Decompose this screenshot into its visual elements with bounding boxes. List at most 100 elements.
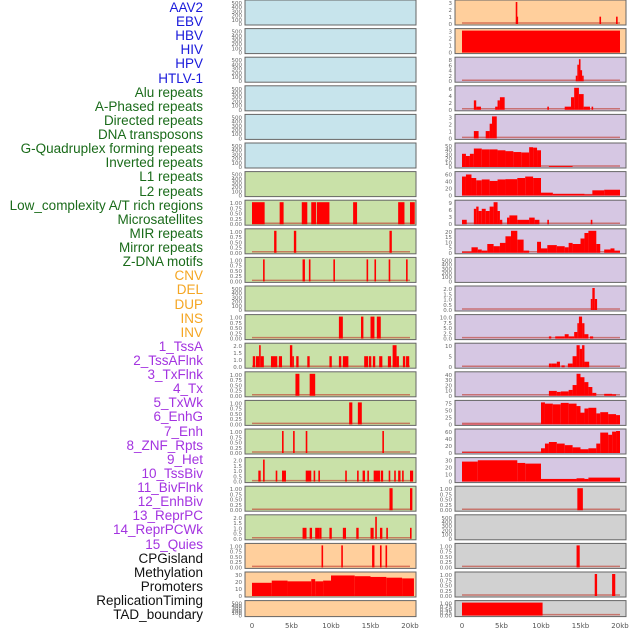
data-bar [473, 100, 477, 110]
data-bar [576, 373, 581, 396]
data-bar [588, 387, 593, 396]
data-bar [541, 192, 553, 196]
track-label: 5_TxWk [153, 395, 203, 411]
data-bar [489, 123, 493, 139]
data-bar [274, 230, 277, 253]
y-tick-label: 30 [445, 378, 452, 384]
right-panel [454, 542, 627, 569]
y-tick-label: 200 [442, 271, 453, 277]
track-label: 11_BivFlnk [137, 480, 203, 496]
data-bar [255, 356, 260, 368]
data-bar [487, 244, 494, 253]
data-bar [493, 246, 500, 253]
y-tick-label: 400 [442, 520, 453, 526]
y-tick-label: 0 [449, 165, 453, 171]
left-panel [244, 0, 417, 26]
data-bar [287, 581, 312, 596]
track-labels: AAV2 EBV HBV HIV HPV HTLV-1 Alu repeats A-Phase… [0, 0, 203, 630]
data-bar [386, 527, 388, 539]
data-bar [505, 236, 511, 253]
data-bar [465, 156, 470, 167]
y-tick-label: 1.0 [443, 298, 452, 304]
data-bar [525, 463, 541, 482]
data-bar [509, 215, 518, 225]
y-tick-label: 0 [449, 251, 453, 257]
data-bar [580, 412, 585, 425]
data-bar [578, 316, 583, 339]
data-bar [398, 202, 405, 225]
data-bar [357, 470, 359, 482]
track-label: AAV2 [169, 0, 203, 15]
y-tick-label: 500 [232, 173, 243, 179]
left-panel [244, 113, 417, 140]
data-bar [556, 391, 561, 396]
data-bar [476, 180, 482, 196]
data-bar [541, 402, 545, 425]
track-label: Microsatellites [117, 211, 203, 227]
y-tick-label: 100 [232, 189, 243, 195]
y-tick-label: 0 [449, 79, 453, 85]
y-tick-label: 0 [239, 308, 243, 314]
right-panel [454, 85, 627, 112]
y-tick-label: 0 [239, 614, 243, 620]
y-tick-label: 1.00 [440, 544, 453, 550]
data-bar [338, 356, 342, 368]
data-bar [576, 406, 581, 425]
data-bar [576, 545, 580, 568]
data-bar [370, 527, 374, 539]
y-tick-label: 0.50 [230, 326, 243, 332]
data-bar [319, 527, 322, 539]
data-bar [588, 407, 597, 425]
data-bar [398, 470, 401, 482]
y-tick-label: 1.0 [233, 526, 242, 532]
y-tick-label: 0.00 [230, 394, 243, 400]
y-tick-label: 0.50 [230, 441, 243, 447]
data-bar [252, 356, 256, 368]
y-tick-label: 1.5 [233, 521, 242, 527]
data-bar [521, 152, 530, 167]
x-tick-label: 15kb [362, 622, 380, 630]
y-tick-label: 3 [449, 30, 453, 36]
track-label: DUP [174, 296, 203, 312]
data-bar [302, 527, 307, 539]
y-tick-label: 2 [449, 122, 453, 128]
data-bar [368, 356, 372, 368]
data-bar [523, 250, 530, 253]
y-tick-label: 0.00 [230, 251, 243, 257]
data-bar [584, 194, 593, 196]
data-bar [410, 470, 414, 482]
track-label: DEL [176, 282, 203, 298]
data-bar [537, 241, 541, 253]
x-tick-label: 0 [250, 622, 254, 630]
left-panel [244, 256, 417, 283]
y-tick-label: 500 [442, 516, 453, 522]
y-tick-label: 1.5 [233, 351, 242, 357]
data-bar [533, 178, 541, 196]
y-tick-label: 0.50 [440, 498, 453, 504]
y-tick-label: 100 [442, 533, 453, 539]
y-tick-label: 0.50 [440, 555, 453, 561]
y-tick-label: 200 [232, 42, 243, 48]
track-label: Inverted repeats [105, 155, 203, 171]
right-panel [454, 256, 627, 283]
y-tick-label: 0 [239, 194, 243, 200]
data-bar [316, 202, 330, 225]
y-tick-label: 1.5 [443, 292, 452, 298]
y-tick-label: 0.75 [230, 235, 243, 241]
data-bar [489, 180, 498, 196]
right-panel [454, 514, 627, 541]
data-bar [517, 462, 526, 482]
track-label: 4_Tx [172, 381, 203, 397]
data-bar [592, 392, 597, 396]
y-tick-label: 20 [445, 230, 452, 236]
data-bar [588, 477, 620, 482]
track-label: HIV [180, 42, 203, 58]
y-tick-label: 40 [445, 180, 452, 186]
y-tick-label: 40 [445, 373, 452, 379]
data-bar [410, 488, 413, 511]
y-tick-label: 0.00 [440, 508, 453, 514]
data-bar [560, 391, 569, 396]
data-bar [517, 219, 530, 225]
data-bar [582, 345, 585, 368]
data-bar [275, 470, 278, 482]
